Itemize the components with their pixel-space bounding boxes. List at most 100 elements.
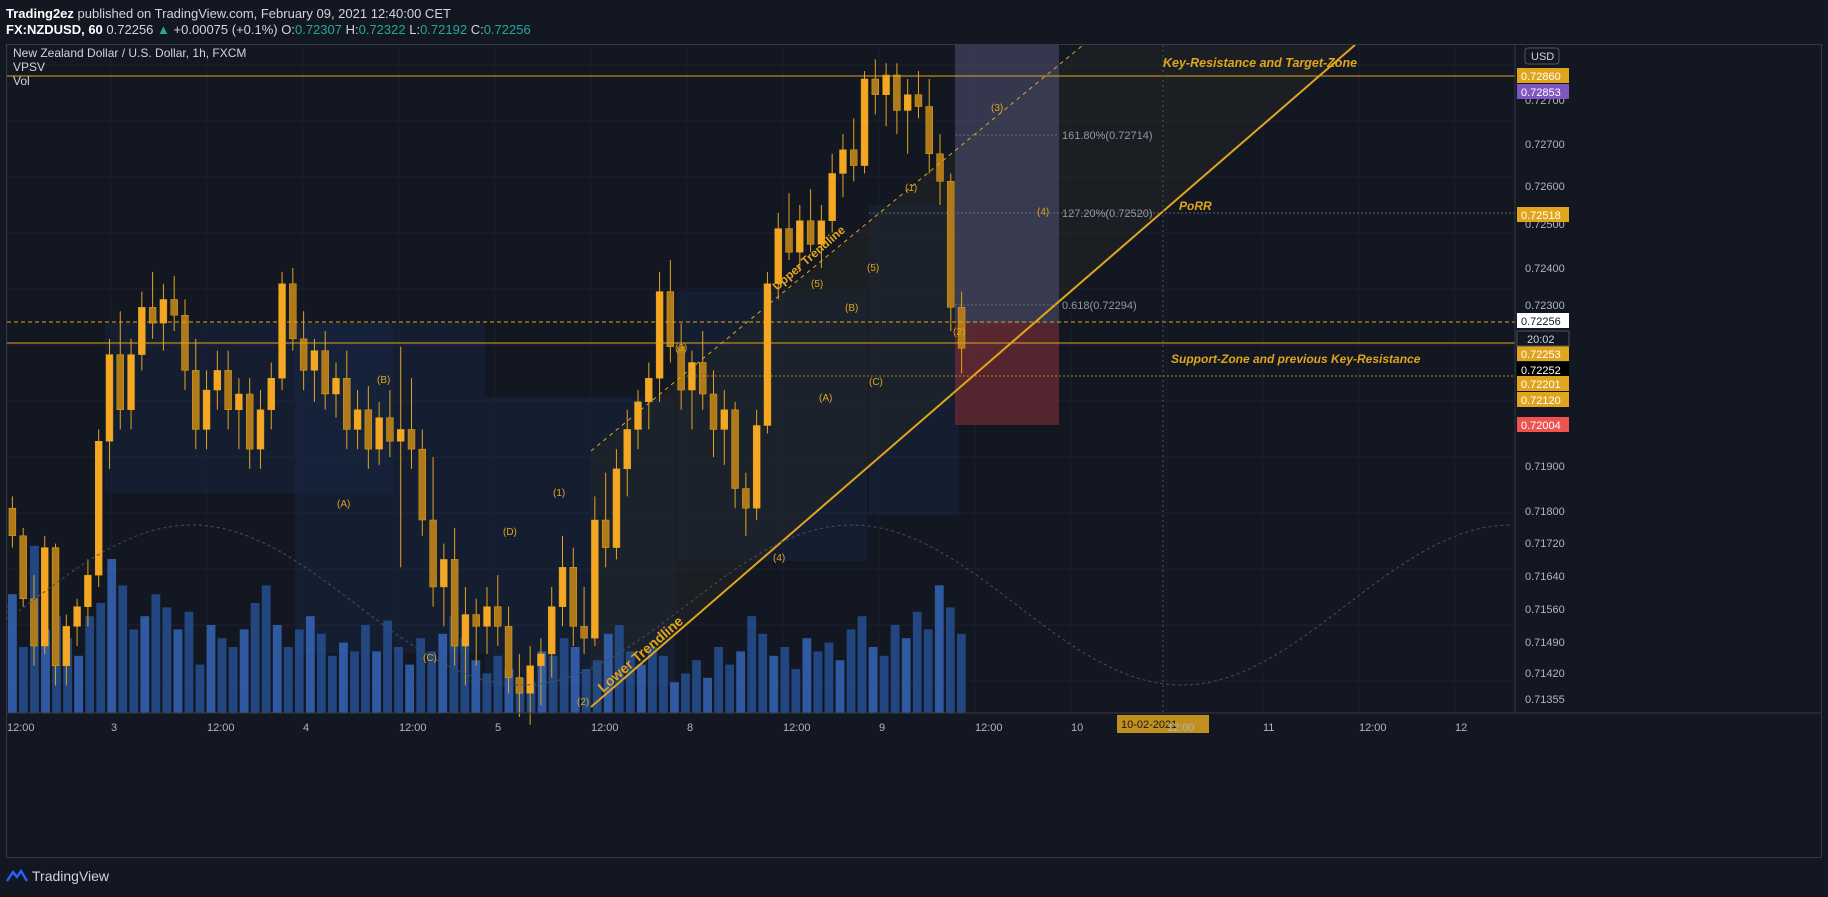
volume-bar bbox=[945, 607, 955, 713]
candle bbox=[785, 228, 793, 253]
candle bbox=[558, 567, 567, 607]
currency-box bbox=[1524, 47, 1560, 65]
time-tick: 10 bbox=[1071, 722, 1083, 734]
volume-bar bbox=[493, 655, 503, 713]
candle bbox=[796, 220, 804, 253]
candle bbox=[245, 393, 254, 450]
candle bbox=[289, 283, 297, 340]
price-chart[interactable]: Key-Resistance and Target-Zone PoRR Suppor… bbox=[7, 45, 1821, 857]
candle bbox=[483, 606, 491, 627]
tradingview-logo[interactable]: TradingView bbox=[6, 868, 109, 884]
candle bbox=[828, 173, 836, 221]
legend-title: New Zealand Dollar / U.S. Dollar, 1h, FX… bbox=[13, 46, 246, 60]
volume-bar bbox=[570, 647, 580, 713]
price-tick: 0.72600 bbox=[1525, 181, 1565, 193]
candle bbox=[213, 370, 222, 391]
candle bbox=[235, 393, 243, 411]
volume-bar bbox=[592, 660, 602, 713]
wave-label: (5) bbox=[811, 279, 823, 290]
time-tick: 12 bbox=[1455, 722, 1467, 734]
volume-bar bbox=[769, 655, 779, 713]
candle bbox=[591, 519, 599, 639]
volume-bar bbox=[107, 559, 117, 713]
candle bbox=[450, 559, 459, 647]
candle bbox=[310, 350, 319, 371]
candle bbox=[612, 468, 621, 548]
price-tick: 0.71420 bbox=[1525, 668, 1565, 680]
volume-bar bbox=[151, 594, 161, 713]
volume-bar bbox=[791, 669, 801, 713]
symbol-label[interactable]: FX:NZDUSD, 60 bbox=[6, 22, 103, 37]
candle bbox=[903, 94, 912, 111]
candle bbox=[634, 401, 642, 430]
candle bbox=[709, 393, 718, 430]
candle bbox=[418, 448, 426, 521]
close-label: C: bbox=[470, 22, 484, 37]
candle bbox=[19, 535, 27, 600]
candle bbox=[148, 307, 157, 324]
support-zone-label: Support-Zone and previous Key-Resistance bbox=[1171, 352, 1421, 366]
chart-panel[interactable]: Key-Resistance and Target-Zone PoRR Suppor… bbox=[6, 44, 1822, 858]
volume-bar bbox=[261, 585, 271, 713]
volume-bar bbox=[636, 664, 646, 713]
candle bbox=[51, 547, 60, 666]
candle bbox=[397, 429, 405, 442]
wave-label: (2) bbox=[953, 327, 965, 338]
wave-label: (4) bbox=[773, 553, 785, 564]
candle bbox=[839, 149, 847, 174]
close-value: 0.72256 bbox=[483, 22, 531, 37]
candle bbox=[30, 598, 38, 647]
brand-label: TradingView bbox=[32, 868, 110, 884]
change-arrow-icon: ▲ bbox=[157, 22, 170, 37]
candle bbox=[321, 350, 329, 395]
stop-zone-box bbox=[955, 323, 1059, 425]
volume-bar bbox=[184, 611, 194, 713]
upper-trendline bbox=[590, 45, 1084, 452]
volume-bar bbox=[173, 629, 183, 713]
volume-bar bbox=[372, 651, 381, 713]
volume-bar bbox=[405, 664, 415, 713]
candle bbox=[105, 354, 114, 442]
volume-bar bbox=[670, 682, 679, 713]
publisher-name[interactable]: Trading2ez bbox=[6, 6, 74, 21]
price-tick: 0.71560 bbox=[1525, 604, 1565, 616]
wave-label: (3) bbox=[675, 343, 687, 354]
candle bbox=[925, 106, 933, 155]
open-label: O: bbox=[281, 22, 295, 37]
candle bbox=[936, 153, 944, 182]
wave-label: (C) bbox=[869, 377, 883, 388]
volume-profile-box bbox=[485, 397, 675, 687]
wave-label: (A) bbox=[337, 499, 350, 510]
volume-bar bbox=[350, 651, 359, 713]
time-tick: 5 bbox=[495, 722, 501, 734]
lower-trendline bbox=[590, 45, 1356, 708]
candle bbox=[332, 377, 340, 395]
volume-bar bbox=[780, 647, 790, 713]
volume-bar bbox=[283, 647, 293, 713]
candle bbox=[364, 409, 373, 450]
volume-bar bbox=[316, 633, 326, 713]
volume-bar bbox=[361, 625, 370, 713]
volume-bar bbox=[548, 655, 558, 713]
candle bbox=[343, 377, 351, 430]
time-tick: 12:00 bbox=[1167, 722, 1195, 734]
volume-bar bbox=[890, 625, 900, 713]
volume-bar bbox=[934, 585, 944, 713]
time-tick: 3 bbox=[111, 722, 117, 734]
candle bbox=[127, 354, 135, 411]
wave-label: (1) bbox=[905, 183, 917, 194]
price-tick: 0.72700 bbox=[1525, 139, 1565, 151]
volume-bar bbox=[41, 629, 50, 713]
candle bbox=[461, 614, 470, 647]
candle bbox=[504, 626, 513, 678]
volume-bar bbox=[471, 660, 481, 713]
price-tick: 0.72400 bbox=[1525, 263, 1565, 275]
volume-bar bbox=[581, 669, 591, 713]
volume-bar bbox=[703, 677, 712, 713]
candle bbox=[407, 429, 416, 450]
candle bbox=[850, 149, 858, 166]
price-tick: 0.71800 bbox=[1525, 506, 1565, 518]
published-text: published on TradingView.com, February 0… bbox=[77, 6, 451, 21]
candle bbox=[73, 606, 81, 627]
candle bbox=[8, 507, 17, 537]
